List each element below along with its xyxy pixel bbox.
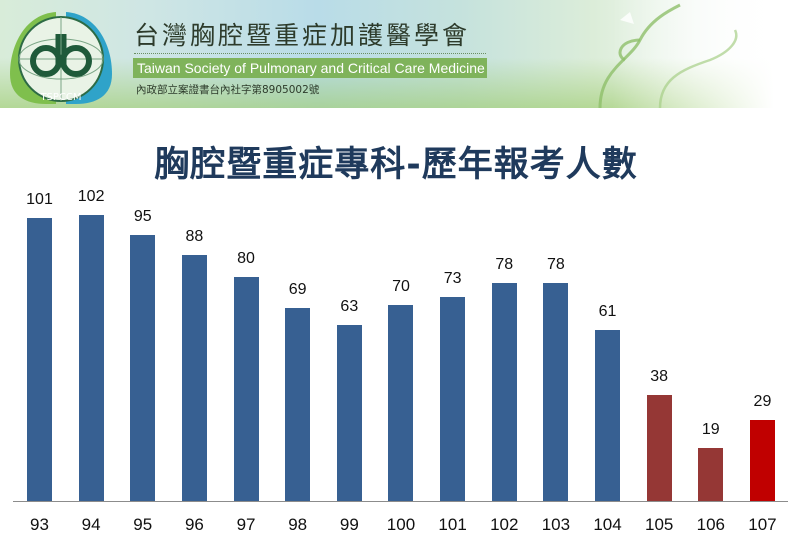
bar-104 <box>595 330 621 501</box>
site-header-banner: TSPCCM 台灣胸腔暨重症加護醫學會 Taiwan Society of Pu… <box>0 0 792 108</box>
data-label: 63 <box>340 297 359 315</box>
data-label: 19 <box>701 420 720 438</box>
x-tick-label: 99 <box>339 515 359 534</box>
data-label: 95 <box>133 208 152 225</box>
chart-title: 胸腔暨重症專科-歷年報考人數 <box>154 145 638 185</box>
bar-101 <box>440 296 466 501</box>
decorative-swirl-icon <box>598 3 738 108</box>
x-tick-label: 100 <box>386 515 416 534</box>
x-tick-label: 95 <box>133 515 153 534</box>
x-tick-label: 107 <box>748 515 777 534</box>
data-label: 38 <box>650 367 669 385</box>
bar-99 <box>336 324 362 501</box>
data-label: 61 <box>598 303 617 321</box>
bar-103 <box>543 282 569 501</box>
registration-number: 內政部立案證書台內社字第8905002號 <box>136 84 320 96</box>
tspccm-logo-icon: TSPCCM <box>10 12 112 104</box>
data-label: 101 <box>26 191 53 209</box>
org-name-chinese: 台灣胸腔暨重症加護醫學會 <box>134 21 471 50</box>
x-tick-label: 103 <box>541 515 571 534</box>
org-name-english: Taiwan Society of Pulmonary and Critical… <box>133 58 487 78</box>
bar-95 <box>130 235 156 501</box>
bar-106 <box>698 447 724 501</box>
data-label: 88 <box>185 227 204 245</box>
data-label: 78 <box>546 255 565 273</box>
x-tick-label: 96 <box>184 515 204 534</box>
x-tick-label: 102 <box>490 515 519 534</box>
bar-102 <box>491 282 517 501</box>
divider <box>134 53 486 54</box>
bar-96 <box>181 254 207 501</box>
x-tick-label: 104 <box>593 515 622 534</box>
data-label: 102 <box>77 188 105 206</box>
bar-93 <box>27 218 52 501</box>
data-label: 29 <box>753 392 772 410</box>
data-label: 80 <box>237 250 255 267</box>
x-tick-label: 98 <box>288 515 308 534</box>
x-tick-label: 101 <box>438 515 467 534</box>
bar-107 <box>749 419 775 501</box>
x-tick-label: 94 <box>81 515 101 534</box>
bar-97 <box>233 277 259 501</box>
bar-105 <box>646 394 672 501</box>
svg-text:TSPCCM: TSPCCM <box>39 92 81 103</box>
x-tick-label: 93 <box>30 515 49 534</box>
bar-98 <box>285 307 311 501</box>
x-tick-label: 106 <box>696 515 725 534</box>
bar-94 <box>78 215 104 501</box>
data-label: 69 <box>288 280 307 298</box>
data-label: 70 <box>392 278 410 295</box>
data-label: 73 <box>443 269 462 287</box>
bar-100 <box>388 305 414 501</box>
x-tick-label: 105 <box>644 515 674 534</box>
data-label: 78 <box>495 255 514 273</box>
x-tick-label: 97 <box>236 515 256 534</box>
x-axis-line <box>13 501 788 502</box>
